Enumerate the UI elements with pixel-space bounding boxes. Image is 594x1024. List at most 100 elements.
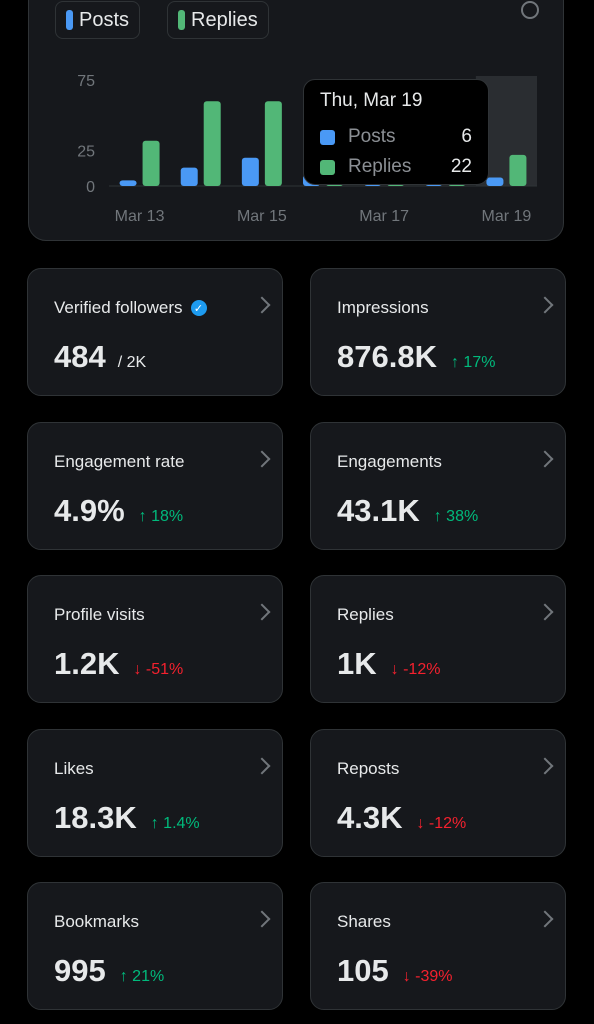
metric-change: ↓ -12% [390,661,441,678]
chevron-right-icon[interactable] [253,910,271,928]
info-icon[interactable] [521,1,539,19]
metric-value-row: 4.3K ↓ -12% [337,800,466,836]
metric-title-text: Replies [337,605,394,624]
y-tick-label: 75 [77,73,95,90]
metric-value-row: 4.9% ↑ 18% [54,493,183,529]
bar-replies-mar-14[interactable] [203,101,221,186]
chart-tooltip: Thu, Mar 19 Posts 6 Replies 22 [303,79,489,185]
tooltip-replies-row: Replies 22 [320,152,472,182]
metric-value: 18.3K [54,800,137,835]
chevron-right-icon[interactable] [253,450,271,468]
tooltip-date: Thu, Mar 19 [320,90,423,111]
metric-title-text: Bookmarks [54,912,140,931]
metric-card-verified-followers[interactable]: Verified followers ✓ 484 / 2K [27,268,283,396]
metric-title: Shares [337,912,391,932]
metric-change: ↑ 18% [138,508,184,525]
metric-value: 105 [337,953,389,988]
y-tick-label: 25 [77,144,95,161]
metric-change: ↓ -12% [416,815,467,832]
metric-total: / 2K [117,354,147,371]
activity-chart-card: Posts Replies 75 25 0 Mar 13 Mar 15 Mar 17 Mar… [28,0,564,241]
legend-posts-toggle[interactable]: Posts [55,1,141,39]
metric-value: 43.1K [337,493,420,528]
metric-card-replies[interactable]: Replies 1K ↓ -12% [310,575,566,703]
metric-value-row: 995 ↑ 21% [54,953,164,989]
replies-swatch [178,10,185,30]
metric-value-row: 876.8K ↑ 17% [337,339,495,375]
metric-title: Impressions [337,298,429,318]
metric-title: Engagements [337,452,442,472]
chevron-right-icon[interactable] [253,296,271,314]
metric-card-profile-visits[interactable]: Profile visits 1.2K ↓ -51% [27,575,283,703]
chevron-right-icon[interactable] [536,910,554,928]
chevron-right-icon[interactable] [536,296,554,314]
x-tick-label: Mar 19 [482,208,532,225]
tooltip-posts-label: Posts [348,126,396,147]
metric-value-row: 1.2K ↓ -51% [54,646,183,682]
tooltip-replies-value: 22 [450,156,472,177]
metric-title-text: Engagements [337,452,442,471]
metric-title-text: Reposts [337,759,400,778]
metric-card-impressions[interactable]: Impressions 876.8K ↑ 17% [310,268,566,396]
metric-title: Engagement rate [54,452,184,472]
metric-title: Verified followers ✓ [54,298,207,318]
metric-title-text: Likes [54,759,94,778]
metric-title: Replies [337,605,394,625]
metric-title: Profile visits [54,605,145,625]
metric-title: Likes [54,759,94,779]
tooltip-posts-swatch [320,129,335,145]
tooltip-replies-label: Replies [348,156,412,177]
chevron-right-icon[interactable] [253,757,271,775]
metric-value-row: 105 ↓ -39% [337,953,453,989]
metric-value: 4.3K [337,800,403,835]
bar-replies-mar-15[interactable] [264,101,282,186]
posts-swatch [66,10,73,30]
x-tick-label: Mar 13 [115,208,165,225]
bar-replies-mar-13[interactable] [142,140,160,186]
legend-replies-label: Replies [191,8,258,31]
metric-value: 995 [54,953,106,988]
metric-card-shares[interactable]: Shares 105 ↓ -39% [310,882,566,1010]
metric-change: ↓ -39% [402,968,453,985]
metric-card-engagement-rate[interactable]: Engagement rate 4.9% ↑ 18% [27,422,283,550]
tooltip-posts-value: 6 [461,126,472,147]
bar-posts-mar-15[interactable] [241,157,259,186]
metric-value-row: 1K ↓ -12% [337,646,440,682]
metric-card-engagements[interactable]: Engagements 43.1K ↑ 38% [310,422,566,550]
x-tick-label: Mar 15 [237,208,287,225]
metric-value: 4.9% [54,493,125,528]
metric-card-likes[interactable]: Likes 18.3K ↑ 1.4% [27,729,283,857]
metric-title-text: Engagement rate [54,452,185,471]
legend-posts-label: Posts [79,8,130,31]
chevron-right-icon[interactable] [536,603,554,621]
metric-value: 1.2K [54,646,120,681]
metric-value: 484 [54,339,106,374]
metric-change: ↑ 17% [450,354,496,371]
tooltip-replies-swatch [320,159,335,175]
metric-title: Reposts [337,759,399,779]
metric-title-text: Profile visits [54,605,145,624]
legend-replies-toggle[interactable]: Replies [167,1,269,39]
bar-posts-mar-19[interactable] [486,177,504,186]
verified-badge-icon: ✓ [190,300,207,316]
chevron-right-icon[interactable] [253,603,271,621]
metric-value-row: 18.3K ↑ 1.4% [54,800,200,836]
metric-value: 1K [337,646,377,681]
metric-card-reposts[interactable]: Reposts 4.3K ↓ -12% [310,729,566,857]
x-tick-label: Mar 17 [359,208,409,225]
metric-change: ↑ 1.4% [150,815,200,832]
chevron-right-icon[interactable] [536,757,554,775]
y-tick-label: 0 [86,179,95,196]
metric-value-row: 484 / 2K [54,339,146,375]
tooltip-posts-row: Posts 6 [320,122,472,152]
bar-posts-mar-13[interactable] [119,180,137,186]
metric-change: ↓ -51% [133,661,184,678]
metric-value: 876.8K [337,339,437,374]
chevron-right-icon[interactable] [536,450,554,468]
bar-replies-mar-19[interactable] [509,154,527,186]
bar-posts-mar-14[interactable] [180,167,198,186]
metric-card-bookmarks[interactable]: Bookmarks 995 ↑ 21% [27,882,283,1010]
metric-title-text: Verified followers [54,298,183,317]
metric-title-text: Impressions [337,298,429,317]
metric-change: ↑ 21% [119,968,165,985]
